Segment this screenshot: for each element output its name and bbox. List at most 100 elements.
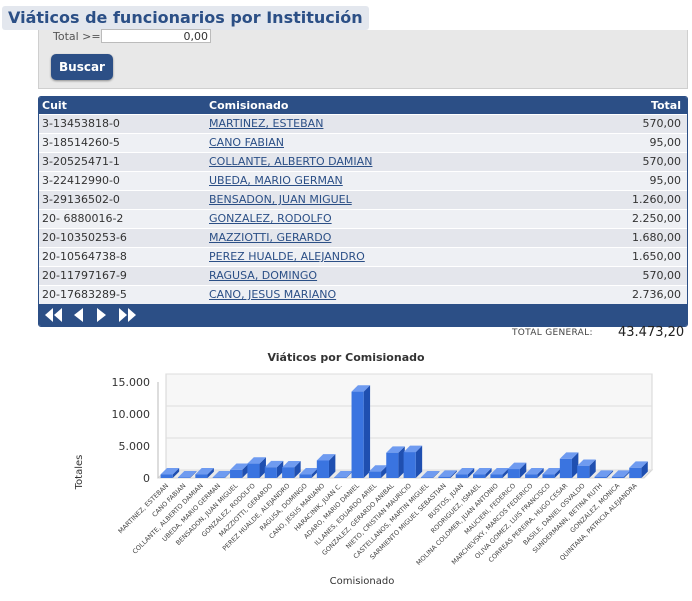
column-header-comisionado[interactable]: Comisionado <box>209 99 289 112</box>
bar[interactable] <box>177 470 197 478</box>
total-cell: 2.736,00 <box>632 288 681 301</box>
y-tick-label: 5.000 <box>119 440 151 453</box>
last-page-icon[interactable] <box>116 307 138 323</box>
bar[interactable] <box>368 465 388 478</box>
table-row: 20-11797167-9 RAGUSA, DOMINGO 570,00 <box>39 266 687 285</box>
comisionado-link[interactable]: GONZALEZ, RODOLFO <box>209 212 332 225</box>
first-page-icon[interactable] <box>43 307 65 323</box>
bar[interactable] <box>403 445 423 478</box>
bar[interactable] <box>490 467 509 478</box>
total-cell: 1.260,00 <box>632 193 681 206</box>
bar[interactable] <box>629 461 648 478</box>
filter-panel: Total >= 0,00 Buscar <box>38 29 688 89</box>
comisionado-cell: PEREZ HUALDE, ALEJANDRO <box>209 250 365 263</box>
table-row: 20-10564738-8 PEREZ HUALDE, ALEJANDRO 1.65… <box>39 247 687 266</box>
table-row: 3-18514260-5 CANO FABIAN 95,00 <box>39 133 687 152</box>
bar[interactable] <box>247 457 266 478</box>
cuit-cell: 20-17683289-5 <box>42 288 127 301</box>
comisionado-link[interactable]: PEREZ HUALDE, ALEJANDRO <box>209 250 365 263</box>
y-tick-label: 15.000 <box>112 376 151 389</box>
total-filter-input[interactable]: 0,00 <box>101 29 211 43</box>
chart-title: Viáticos por Comisionado <box>267 351 425 364</box>
cuit-cell: 3-20525471-1 <box>42 155 120 168</box>
comisionado-cell: BENSADON, JUAN MIGUEL <box>209 193 352 206</box>
cuit-cell: 20-10350253-6 <box>42 231 127 244</box>
page-title: Viáticos de funcionarios por Institución <box>2 6 369 30</box>
table-row: 20-17683289-5 CANO, JESUS MARIANO 2.736,00 <box>39 285 687 304</box>
column-header-total[interactable]: Total <box>650 99 681 112</box>
cuit-cell: 3-13453818-0 <box>42 117 120 130</box>
total-cell: 95,00 <box>649 174 682 187</box>
bar[interactable] <box>334 470 353 478</box>
comisionado-cell: MARTINEZ, ESTEBAN <box>209 117 323 130</box>
search-button[interactable]: Buscar <box>51 54 113 80</box>
bar[interactable] <box>420 470 440 478</box>
bar[interactable] <box>455 467 475 478</box>
x-axis-label: Comisionado <box>330 576 395 587</box>
table-row: 3-22412990-0 UBEDA, MARIO GERMAN 95,00 <box>39 171 687 190</box>
total-cell: 1.680,00 <box>632 231 681 244</box>
comisionado-cell: RAGUSA, DOMINGO <box>209 269 317 282</box>
table-row: 20- 6880016-2 GONZALEZ, RODOLFO 2.250,00 <box>39 209 687 228</box>
pagination-bar <box>39 304 687 326</box>
bar[interactable] <box>230 463 249 478</box>
comisionado-link[interactable]: BENSADON, JUAN MIGUEL <box>209 193 352 206</box>
total-cell: 95,00 <box>649 136 682 149</box>
total-general-value: 43.473,20 <box>618 325 685 340</box>
cuit-cell: 3-18514260-5 <box>42 136 120 149</box>
results-table: Cuit Comisionado Total 3-13453818-0 MARTI… <box>38 96 688 327</box>
total-cell: 570,00 <box>642 269 682 282</box>
comisionado-cell: CANO, JESUS MARIANO <box>209 288 336 301</box>
comisionado-cell: MAZZIOTTI, GERARDO <box>209 231 331 244</box>
bar-chart: 05.00010.00015.000TotalesComisionadoMART… <box>74 373 654 587</box>
bar[interactable] <box>594 470 614 478</box>
cuit-cell: 3-29136502-0 <box>42 193 120 206</box>
bar[interactable] <box>577 459 596 478</box>
comisionado-link[interactable]: MARTINEZ, ESTEBAN <box>209 117 324 130</box>
table-row: 3-20525471-1 COLLANTE, ALBERTO DAMIAN 570,… <box>39 152 687 171</box>
total-cell: 2.250,00 <box>632 212 681 225</box>
comisionado-link[interactable]: UBEDA, MARIO GERMAN <box>209 174 343 187</box>
table-row: 3-29136502-0 BENSADON, JUAN MIGUEL 1.260,0… <box>39 190 687 209</box>
cuit-cell: 3-22412990-0 <box>42 174 120 187</box>
bar[interactable] <box>386 446 405 478</box>
comisionado-link[interactable]: RAGUSA, DOMINGO <box>209 269 318 282</box>
comisionado-link[interactable]: CANO FABIAN <box>209 136 284 149</box>
y-tick-label: 0 <box>143 472 150 485</box>
bar[interactable] <box>559 452 579 478</box>
bar[interactable] <box>316 454 336 478</box>
table-row: 3-13453818-0 MARTINEZ, ESTEBAN 570,00 <box>39 114 687 133</box>
y-axis-label: Totales <box>74 455 85 491</box>
bar[interactable] <box>611 470 631 478</box>
bar[interactable] <box>195 467 214 478</box>
cuit-cell: 20- 6880016-2 <box>42 212 124 225</box>
bar[interactable] <box>160 467 180 478</box>
comisionado-cell: GONZALEZ, RODOLFO <box>209 212 332 225</box>
x-tick-label: COLLANTE, ALBERTO DAMIAN <box>131 482 205 556</box>
comisionado-cell: UBEDA, MARIO GERMAN <box>209 174 343 187</box>
bar[interactable] <box>282 461 301 478</box>
bar[interactable] <box>542 467 562 478</box>
bar[interactable] <box>525 467 544 478</box>
bar[interactable] <box>438 470 457 478</box>
comisionado-link[interactable]: MAZZIOTTI, GERARDO <box>209 231 332 244</box>
cuit-cell: 20-11797167-9 <box>42 269 127 282</box>
bar[interactable] <box>507 462 527 478</box>
bar[interactable] <box>473 467 492 478</box>
total-cell: 570,00 <box>642 117 682 130</box>
y-tick-label: 10.000 <box>112 408 151 421</box>
comisionado-link[interactable]: CANO, JESUS MARIANO <box>209 288 337 301</box>
cuit-cell: 20-10564738-8 <box>42 250 127 263</box>
bar[interactable] <box>212 470 232 478</box>
column-header-cuit[interactable]: Cuit <box>42 99 67 112</box>
next-page-icon[interactable] <box>95 307 109 323</box>
bar[interactable] <box>299 467 319 478</box>
total-cell: 1.650,00 <box>632 250 681 263</box>
bar[interactable] <box>351 385 371 478</box>
comisionado-link[interactable]: COLLANTE, ALBERTO DAMIAN <box>209 155 373 168</box>
comisionado-cell: COLLANTE, ALBERTO DAMIAN <box>209 155 372 168</box>
bar[interactable] <box>264 460 284 478</box>
previous-page-icon[interactable] <box>71 307 85 323</box>
total-filter-label: Total >= <box>53 30 101 43</box>
table-row: 20-10350253-6 MAZZIOTTI, GERARDO 1.680,00 <box>39 228 687 247</box>
